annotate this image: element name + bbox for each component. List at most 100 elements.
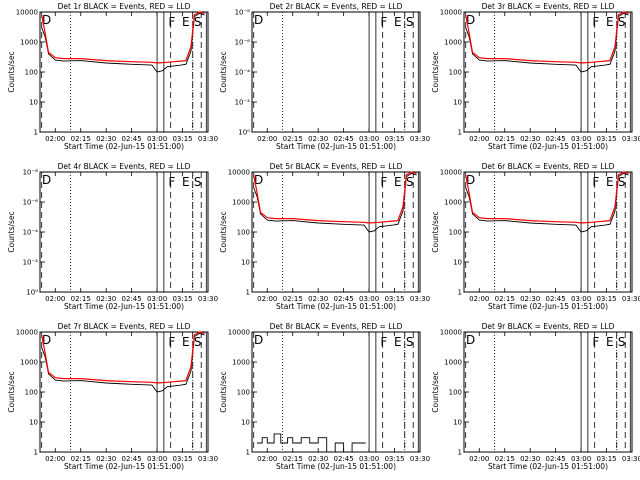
x-tick-label: 03:00 [147,295,167,303]
marker-letter-s: S [618,15,626,29]
marker-letter-f: F [592,15,599,29]
y-tick-label: 100 [25,389,38,397]
marker-letter-e: E [606,335,614,349]
series-line-events [41,12,205,73]
x-tick-label: 02:00 [45,295,65,303]
y-tick-label: 1000 [444,359,462,367]
x-tick-label: 02:30 [308,295,328,303]
start-marker-letter: D [42,333,51,347]
y-tick-label: 10 [29,419,38,427]
x-tick-label: 02:00 [469,455,489,463]
panel-title: Det 8r BLACK = Events, RED = LLD [270,322,403,331]
x-tick-label: 02:15 [495,135,515,143]
x-tick-label: 03:00 [359,295,379,303]
panel-title: Det 4r BLACK = Events, RED = LLD [58,162,191,171]
marker-letter-s: S [406,15,414,29]
x-axis-label: Start Time (02-Jun-15 01:51:00) [276,142,396,151]
plot-frame [251,171,421,293]
marker-letter-f: F [168,175,175,189]
start-marker-letter: D [466,333,475,347]
plot-frame [463,11,633,133]
x-tick-label: 02:00 [257,295,277,303]
x-tick-label: 03:15 [596,295,616,303]
series-line-events [257,433,366,453]
x-tick-label: 03:30 [622,295,640,303]
x-tick-label: 02:30 [96,295,116,303]
panel-title: Det 9r BLACK = Events, RED = LLD [482,322,615,331]
y-tick-label: 10000 [228,169,250,177]
y-tick-label: 10000 [440,169,462,177]
y-axis-label: Counts/sec [219,51,228,92]
y-tick-label: 10000 [440,329,462,337]
y-tick-label: 1 [458,449,462,457]
x-tick-label: 03:00 [147,455,167,463]
marker-letter-s: S [194,15,202,29]
y-tick-label: 10 [453,259,462,267]
y-tick-label: 10 [29,99,38,107]
y-tick-label: 10⁻² [235,99,251,107]
start-marker-letter: D [254,173,263,187]
start-marker-letter: D [254,13,263,27]
x-tick-label: 02:15 [71,455,91,463]
x-tick-label: 03:15 [172,295,192,303]
series-line-lld [253,171,417,224]
marker-letter-f: F [380,335,387,349]
x-tick-label: 03:15 [384,295,404,303]
marker-letter-f: F [380,15,387,29]
plot-frame [39,11,209,133]
marker-letter-s: S [618,175,626,189]
start-marker-letter: D [42,13,51,27]
y-axis-label: Counts/sec [431,371,440,412]
x-tick-label: 02:45 [122,455,142,463]
series-line-events [465,12,629,73]
x-tick-label: 02:30 [308,455,328,463]
panel-8: Det 8r BLACK = Events, RED = LLD D F E S 02:0… [219,322,430,471]
marker-letter-e: E [394,335,402,349]
marker-letter-s: S [406,335,414,349]
panel-4: Det 4r BLACK = Events, RED = LLD D F E S 02:0… [7,162,218,311]
marker-letter-e: E [394,15,402,29]
x-tick-label: 02:45 [334,455,354,463]
marker-letter-f: F [168,15,175,29]
y-axis-label: Counts/sec [431,51,440,92]
y-tick-label: 1000 [444,199,462,207]
y-tick-label: 100 [237,229,250,237]
panel-title: Det 1r BLACK = Events, RED = LLD [58,2,191,11]
panel-3: Det 3r BLACK = Events, RED = LLD D F E S 02:0… [431,2,640,151]
y-tick-label: 10⁰ [26,289,38,297]
marker-letter-f: F [592,175,599,189]
y-tick-label: 10 [241,419,250,427]
x-tick-label: 02:45 [546,455,566,463]
y-tick-label: 1000 [444,39,462,47]
y-tick-label: 10⁻⁴ [23,229,39,237]
x-tick-label: 02:15 [283,295,303,303]
marker-letter-s: S [406,175,414,189]
y-tick-label: 10⁰ [238,129,250,137]
x-tick-label: 02:00 [45,135,65,143]
x-tick-label: 03:15 [596,455,616,463]
x-axis-label: Start Time (02-Jun-15 01:51:00) [64,142,184,151]
x-tick-label: 02:00 [469,295,489,303]
y-tick-label: 10⁻⁸ [23,169,39,177]
plot-frame [39,331,209,453]
y-tick-label: 10⁻⁶ [235,39,251,47]
y-tick-label: 1 [458,289,462,297]
y-tick-label: 1000 [232,359,250,367]
marker-letter-f: F [168,335,175,349]
x-tick-label: 03:30 [198,455,218,463]
y-axis-label: Counts/sec [431,211,440,252]
y-axis-label: Counts/sec [219,371,228,412]
marker-letter-e: E [182,15,190,29]
x-tick-label: 03:15 [384,135,404,143]
series-line-lld [465,171,629,224]
y-tick-label: 1 [246,449,250,457]
x-tick-label: 02:30 [520,295,540,303]
x-tick-label: 02:30 [520,455,540,463]
y-tick-label: 1000 [20,39,38,47]
x-tick-label: 02:00 [257,135,277,143]
x-tick-label: 02:45 [334,295,354,303]
x-axis-label: Start Time (02-Jun-15 01:51:00) [276,462,396,471]
x-axis-label: Start Time (02-Jun-15 01:51:00) [276,302,396,311]
marker-letter-e: E [606,175,614,189]
y-tick-label: 10 [453,99,462,107]
